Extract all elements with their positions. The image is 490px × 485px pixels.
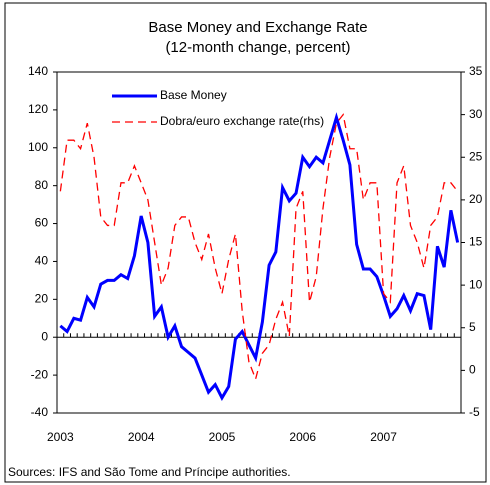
x-tick-label: 2007 — [370, 430, 397, 444]
chart-title: Base Money and Exchange Rate — [148, 19, 367, 36]
y-tick-label: 120 — [28, 102, 48, 116]
series-line — [59, 112, 460, 401]
y-tick-label: 140 — [28, 64, 48, 78]
y-tick-label: 20 — [35, 292, 49, 306]
x-tick-label: 2004 — [128, 430, 155, 444]
y-tick-label: 60 — [35, 216, 49, 230]
y-tick-label: 80 — [35, 178, 49, 192]
y-tick-label: -20 — [31, 367, 49, 381]
chart-border — [4, 2, 487, 483]
y-tick-label: 40 — [35, 254, 49, 268]
y2-tick-label: 20 — [469, 192, 483, 206]
y-tick-label: 100 — [28, 140, 48, 154]
source-note: Sources: IFS and São Tome and Príncipe a… — [8, 465, 291, 479]
legend-label: Dobra/euro exchange rate(rhs) — [160, 114, 324, 128]
series-line — [59, 113, 459, 381]
chart-subtitle: (12-month change, percent) — [165, 39, 350, 56]
y2-tick-label: -5 — [469, 405, 480, 419]
y2-tick-label: 30 — [469, 107, 483, 121]
y2-tick-label: 0 — [469, 363, 476, 377]
x-tick-label: 2005 — [209, 430, 236, 444]
y2-tick-label: 10 — [469, 277, 483, 291]
y2-tick-label: 25 — [469, 149, 483, 163]
legend-label: Base Money — [160, 88, 227, 102]
x-tick-label: 2003 — [47, 430, 74, 444]
y2-tick-label: 5 — [469, 320, 476, 334]
y-tick-label: 0 — [41, 329, 48, 343]
x-tick-label: 2006 — [289, 430, 316, 444]
y2-tick-label: 15 — [469, 235, 483, 249]
y2-tick-label: 35 — [469, 64, 483, 78]
y-tick-label: -40 — [31, 405, 49, 419]
